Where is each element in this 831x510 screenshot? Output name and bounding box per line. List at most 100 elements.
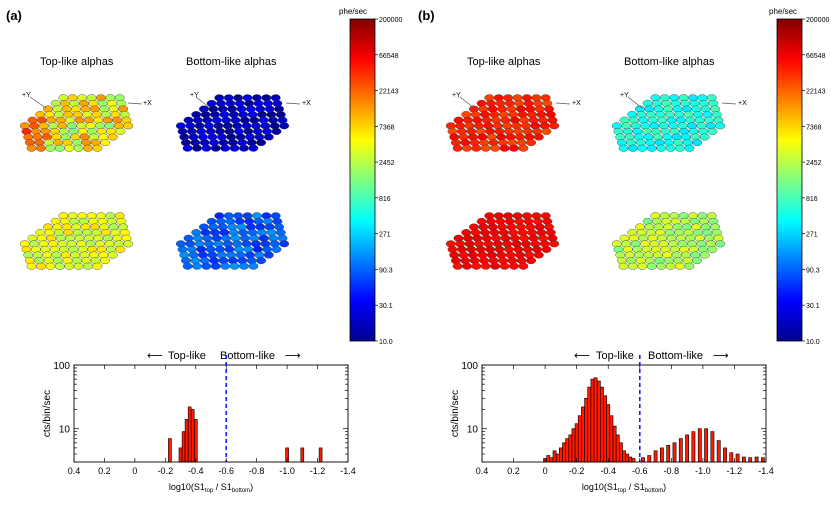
histogram-bar (609, 415, 614, 463)
histogram-bar (565, 438, 570, 463)
plot-frame (73, 364, 349, 463)
panel-a: (a) Top-like alphas Bottom-like alphas +… (6, 7, 402, 494)
colorbar-tick-label: 816 (379, 196, 391, 203)
pmt-cell (73, 262, 84, 270)
histogram-bar (568, 434, 573, 463)
colorbar-tick-label: 200000 (379, 17, 402, 24)
pmt-cell (210, 262, 221, 270)
colorbar (776, 18, 803, 342)
region-label-bottom-like: Bottom-like (220, 350, 275, 362)
histogram-bar (735, 453, 740, 463)
pmt-cell (628, 262, 638, 270)
histogram-bar (581, 406, 585, 463)
pmt-cell (533, 251, 544, 259)
histogram-bar (590, 378, 595, 463)
x-axis-marker: +X (572, 100, 581, 107)
hex-map-top-like-bottom-array (19, 212, 134, 270)
pmt-cell (210, 144, 221, 152)
pmt-cell (64, 262, 75, 270)
y-tick-label: 10 (467, 425, 479, 436)
region-label-top-like: Top-like (596, 350, 634, 362)
colorbar-tick-label: 816 (806, 196, 818, 203)
histogram-bar (574, 423, 579, 463)
pmt-cell (490, 262, 501, 270)
pmt-cell (692, 139, 702, 147)
histogram-bar (612, 425, 617, 463)
pmt-cell (541, 127, 552, 135)
histogram-bar (549, 457, 554, 463)
histogram-bar (546, 455, 551, 463)
pmt-cell (248, 144, 259, 152)
colorbar-tick-label: 90.3 (379, 267, 393, 274)
x-tick-label: -0.8 (664, 466, 680, 476)
colorbar-tick-label: 66548 (379, 53, 399, 60)
x-tick-label: -1.4 (340, 466, 356, 476)
region-arrow-left: ⟵ (574, 350, 590, 362)
histogram-bar (603, 395, 608, 463)
colorbar-tick-label: 10.0 (379, 339, 393, 346)
pmt-cell (182, 144, 193, 152)
pmt-cell (715, 122, 726, 130)
pmt-cell (182, 262, 193, 270)
x-tick-label: -0.2 (569, 466, 585, 476)
pmt-cell (107, 133, 118, 141)
pmt-cell (36, 262, 46, 270)
colorbar-unit: phe/sec (769, 7, 797, 16)
pmt-cell (526, 257, 536, 265)
hex-map-bottom-like (175, 94, 290, 152)
x-tick-label: 0 (543, 466, 548, 476)
pmt-cell (549, 240, 560, 248)
x-tick-label: -1.0 (279, 466, 295, 476)
histogram-bar (184, 419, 189, 463)
y-tick-label: 100 (461, 361, 478, 372)
pmt-cell (707, 127, 718, 135)
colorbar-tick-label: 10.0 (806, 339, 820, 346)
pmt-cell (462, 262, 472, 270)
pmt-cell (541, 245, 552, 253)
colorbar-tick-label: 2452 (806, 160, 822, 167)
x-tick-label: -0.4 (188, 466, 204, 476)
pmt-cell (26, 262, 37, 270)
histogram-b: 0.4 0.2 0 -0.2 -0.4 -0.6 -0.8 -1.0 -1.2 -1.4 100 10… (450, 355, 774, 494)
hex-map-top-like (445, 94, 560, 152)
colorbar-tick-label: 7368 (806, 124, 822, 131)
region-label-top-like: Top-like (168, 350, 206, 362)
pmt-cell (100, 139, 111, 147)
pmt-cell (699, 251, 710, 259)
pmt-cell (248, 262, 259, 270)
histogram-bar (691, 431, 696, 463)
histogram-bar (716, 440, 721, 463)
histogram-bar (187, 406, 192, 463)
pmt-cell (92, 144, 103, 152)
pmt-cell (684, 144, 695, 152)
pmt-cell (263, 251, 274, 259)
pmt-cell (239, 144, 249, 152)
pmt-cell (637, 144, 648, 152)
colorbar-tick-label: 7368 (379, 124, 395, 131)
pmt-cell (518, 262, 529, 270)
pmt-cell (123, 240, 134, 248)
x-tick-label: -0.6 (218, 466, 234, 476)
pmt-cell (73, 144, 84, 152)
colorbar-tick-label: 200000 (806, 17, 829, 24)
hex-map-top-like-bottom-array (445, 212, 560, 270)
histogram-bar (697, 428, 702, 463)
histogram-a: 0.4 0.2 0 -0.2 -0.4 -0.6 -0.8 -1.0 -1.2 -1.4 100 10… (42, 355, 356, 494)
y-axis-label: cts/bin/sec (42, 390, 53, 437)
x-tick-label: 0.2 (507, 466, 520, 476)
pmt-cell (256, 257, 266, 265)
histogram-bar (685, 434, 690, 463)
pmt-cell (628, 144, 638, 152)
pmt-cell (526, 139, 536, 147)
x-tick-label: 0.2 (98, 466, 111, 476)
x-tick-label: -0.2 (158, 466, 174, 476)
histogram-bar (300, 447, 305, 463)
x-tick-label: 0 (132, 466, 137, 476)
y-axis-marker: +Y (22, 92, 31, 99)
histogram-bar (584, 397, 589, 463)
panel-label: (b) (418, 8, 435, 23)
histogram-bar (178, 447, 183, 463)
histogram-bar (181, 431, 186, 463)
y-tick-label: 10 (59, 425, 71, 436)
